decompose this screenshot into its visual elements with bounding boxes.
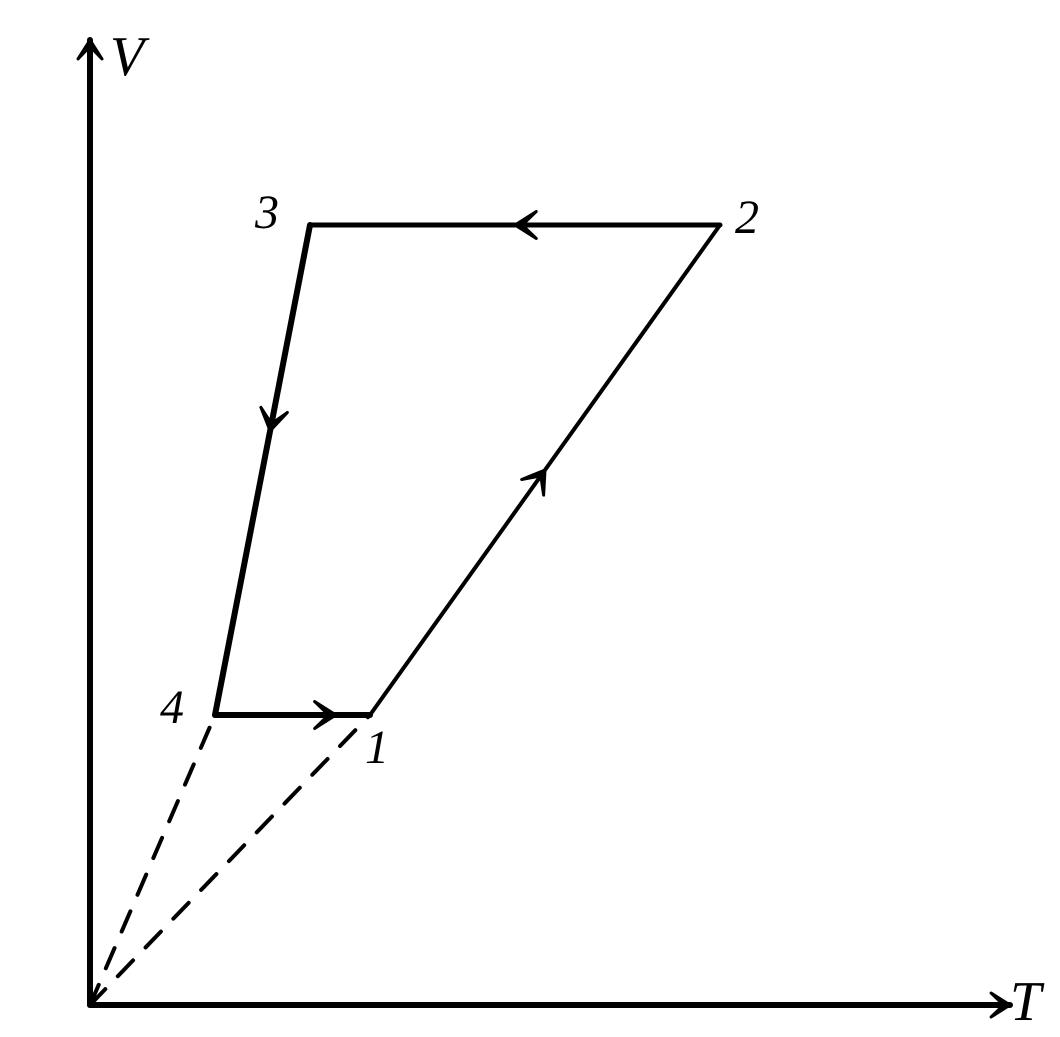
node-label-1: 1 (365, 720, 389, 775)
dashed-construction-lines (90, 715, 370, 1005)
y-axis-label: V (110, 25, 144, 89)
cycle-edges (215, 225, 720, 715)
axes (78, 40, 1010, 1017)
node-label-2: 2 (735, 190, 759, 245)
x-axis-label: T (1010, 970, 1041, 1034)
direction-arrows (261, 211, 545, 728)
diagram-svg (0, 0, 1060, 1032)
node-label-4: 4 (160, 680, 184, 735)
node-label-3: 3 (255, 185, 279, 240)
vt-diagram: V T 1 2 3 4 (0, 0, 1060, 1032)
